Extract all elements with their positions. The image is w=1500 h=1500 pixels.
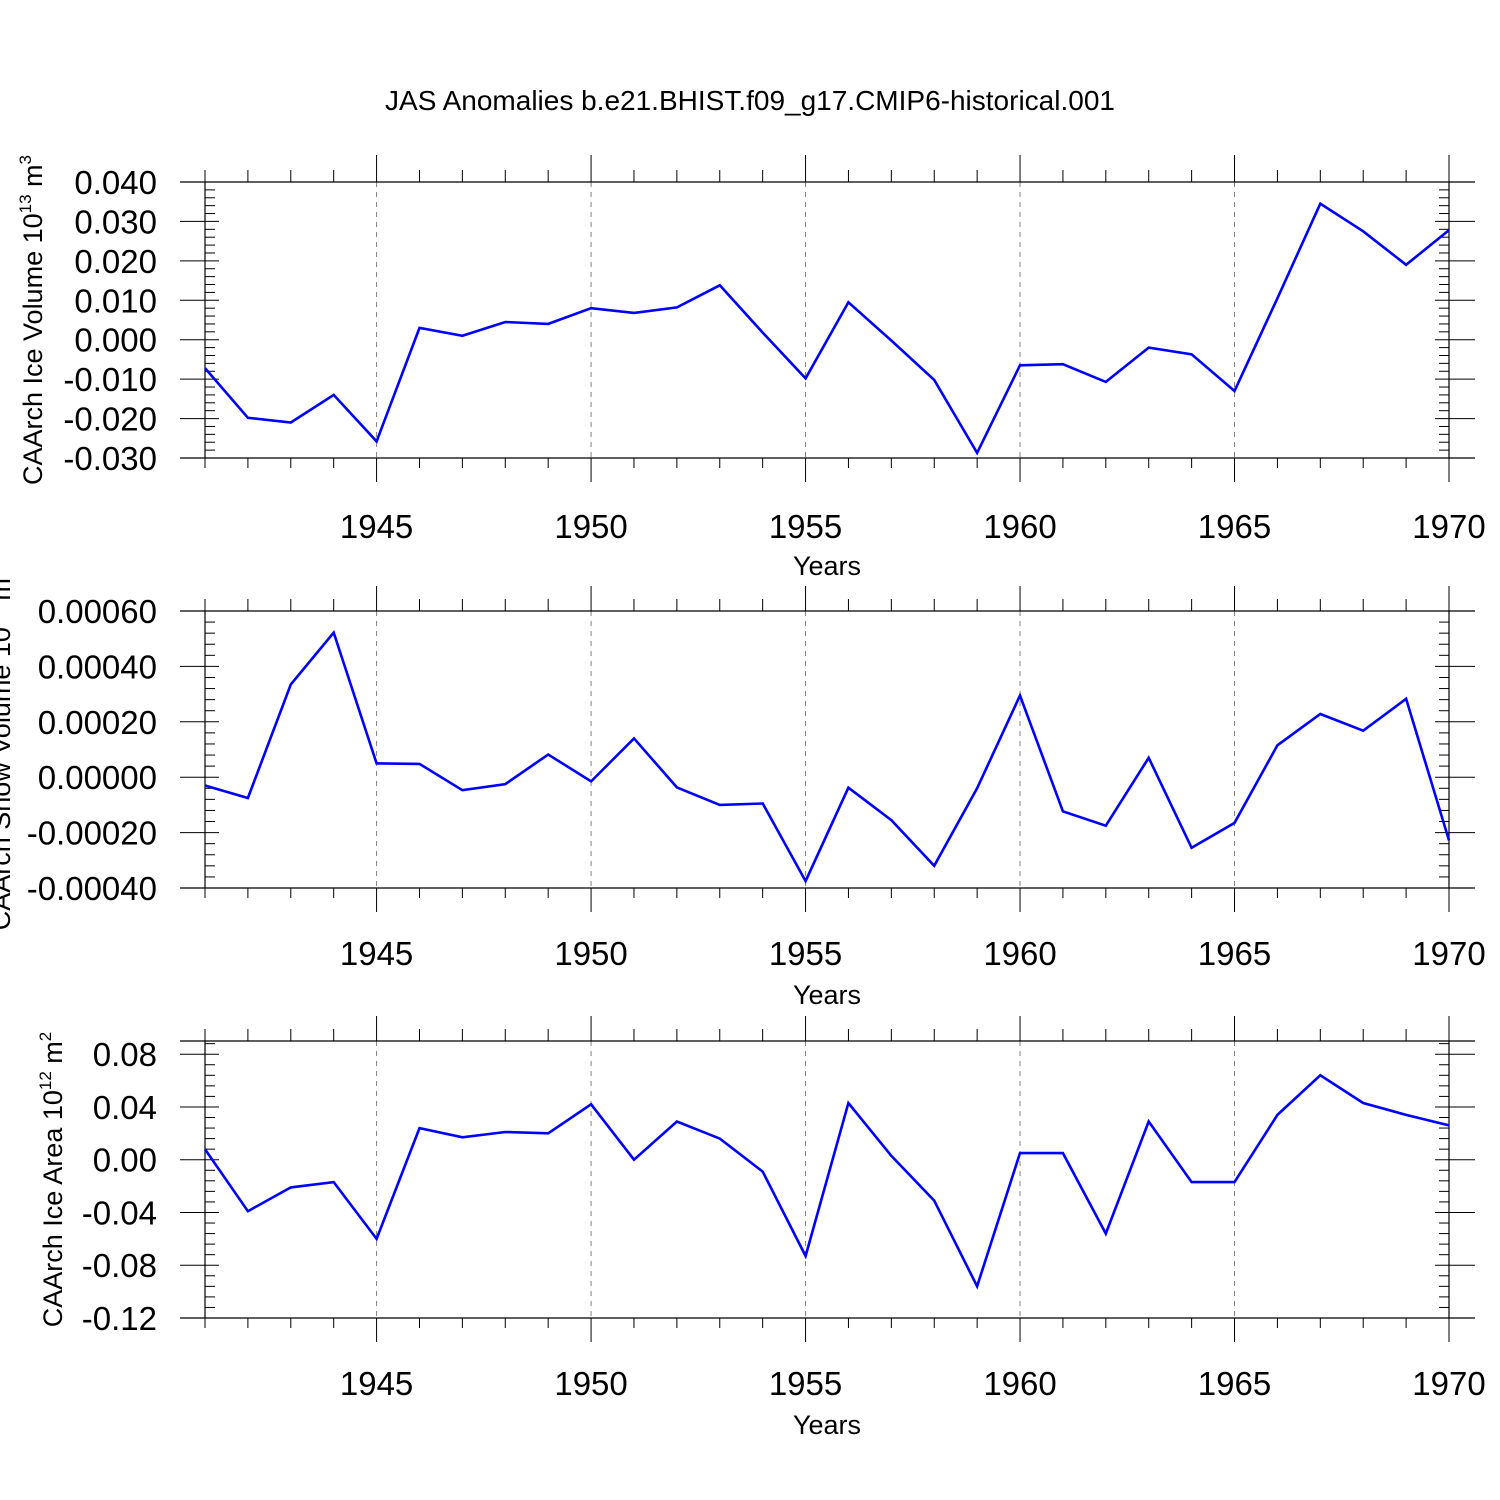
x-tick-label: 1970 [1412, 935, 1485, 972]
x-tick-label: 1950 [554, 935, 627, 972]
panel-3: -0.12 -0.08 -0.04 0.00 0.04 0.08 1945 1950 1955 1… [36, 1016, 1486, 1440]
x-tick-label: 1945 [340, 1365, 413, 1402]
y-tick-label: 0.08 [93, 1036, 157, 1073]
y-tick-label: 0.04 [93, 1089, 157, 1126]
x-tick-label: 1950 [554, 508, 627, 545]
series-line [204, 201, 1450, 456]
x-tick-label: 1960 [983, 508, 1056, 545]
y-tick-label: 0.030 [74, 203, 157, 240]
x-tick-label: 1945 [340, 508, 413, 545]
x-tick-label: 1965 [1198, 1365, 1271, 1402]
x-tick-label: 1965 [1198, 935, 1271, 972]
y-tick-label: 0.020 [74, 243, 157, 280]
y-tick-label: -0.00040 [27, 870, 157, 907]
x-tick-label: 1955 [769, 1365, 842, 1402]
x-axis-title: Years [793, 980, 861, 1010]
y-tick-label: 0.00 [93, 1142, 157, 1179]
x-tick-label: 1960 [983, 1365, 1056, 1402]
y-tick-label: 0.00020 [38, 704, 157, 741]
y-axis-title: CAArch Ice Area 1012 m2 [36, 1032, 68, 1328]
x-tick-label: 1970 [1412, 1365, 1485, 1402]
y-tick-label: -0.00020 [27, 815, 157, 852]
y-tick-label: -0.08 [82, 1247, 157, 1284]
panel-2: -0.00040 -0.00020 0.00000 0.00020 0.00040 0.0… [0, 569, 1486, 1010]
x-axis-title: Years [793, 551, 861, 581]
series-line [203, 1073, 1450, 1290]
x-tick-label: 1965 [1198, 508, 1271, 545]
y-tick-label: 0.00060 [38, 593, 157, 630]
y-tick-label: 0.00040 [38, 648, 157, 685]
y-tick-label: -0.12 [82, 1300, 157, 1337]
x-tick-label: 1945 [340, 935, 413, 972]
y-tick-label: 0.040 [74, 164, 157, 201]
y-tick-label: 0.010 [74, 282, 157, 319]
panel-1: -0.030-0.020-0.0100.0000.0100.0200.0300.… [16, 155, 1486, 581]
y-tick-label: -0.010 [63, 361, 157, 398]
series-line [204, 629, 1451, 884]
y-axis-title: CAArch Snow Volume 1013 m3 [0, 569, 16, 931]
y-tick-label: -0.020 [63, 401, 157, 438]
y-axis-title: CAArch Ice Volume 1013 m3 [16, 155, 48, 485]
y-tick-label: 0.00000 [38, 759, 157, 796]
y-tick-label: -0.04 [82, 1194, 157, 1231]
x-tick-label: 1970 [1412, 508, 1485, 545]
y-tick-label: 0.000 [74, 322, 157, 359]
x-axis-title: Years [793, 1410, 861, 1440]
x-tick-label: 1960 [983, 935, 1056, 972]
panels: -0.030-0.020-0.0100.0000.0100.0200.0300.… [0, 155, 1486, 1440]
chart-title: JAS Anomalies b.e21.BHIST.f09_g17.CMIP6-… [385, 85, 1115, 116]
x-tick-label: 1955 [769, 935, 842, 972]
x-tick-label: 1955 [769, 508, 842, 545]
y-tick-label: -0.030 [63, 440, 157, 477]
x-tick-label: 1950 [554, 1365, 627, 1402]
